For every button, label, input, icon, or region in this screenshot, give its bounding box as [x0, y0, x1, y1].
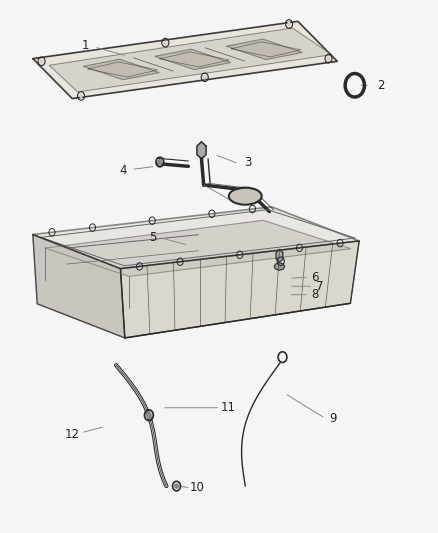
- Polygon shape: [84, 59, 159, 80]
- Text: 9: 9: [329, 412, 337, 425]
- Circle shape: [203, 75, 207, 79]
- Circle shape: [175, 484, 178, 488]
- Polygon shape: [276, 249, 283, 262]
- Polygon shape: [45, 220, 351, 277]
- Circle shape: [287, 22, 291, 26]
- Text: 5: 5: [150, 231, 157, 244]
- Text: 2: 2: [377, 79, 385, 92]
- Circle shape: [40, 59, 43, 63]
- Text: 7: 7: [316, 280, 324, 293]
- Text: 11: 11: [220, 401, 235, 414]
- Circle shape: [79, 94, 83, 98]
- Polygon shape: [274, 263, 285, 270]
- Polygon shape: [49, 28, 332, 92]
- Text: 3: 3: [244, 156, 251, 169]
- Polygon shape: [120, 241, 359, 338]
- Text: 6: 6: [311, 271, 319, 284]
- Circle shape: [164, 41, 167, 45]
- Text: 10: 10: [190, 481, 205, 494]
- Polygon shape: [197, 142, 206, 159]
- Polygon shape: [226, 39, 302, 60]
- Text: 12: 12: [65, 428, 80, 441]
- Text: 8: 8: [312, 288, 319, 301]
- Polygon shape: [155, 49, 231, 70]
- Polygon shape: [33, 207, 359, 269]
- Polygon shape: [33, 235, 125, 338]
- Circle shape: [158, 159, 162, 165]
- Circle shape: [147, 413, 151, 418]
- Polygon shape: [33, 21, 337, 99]
- Circle shape: [349, 78, 360, 92]
- Circle shape: [327, 56, 330, 61]
- Ellipse shape: [230, 189, 261, 204]
- Text: 1: 1: [81, 39, 89, 52]
- Text: 4: 4: [119, 164, 127, 177]
